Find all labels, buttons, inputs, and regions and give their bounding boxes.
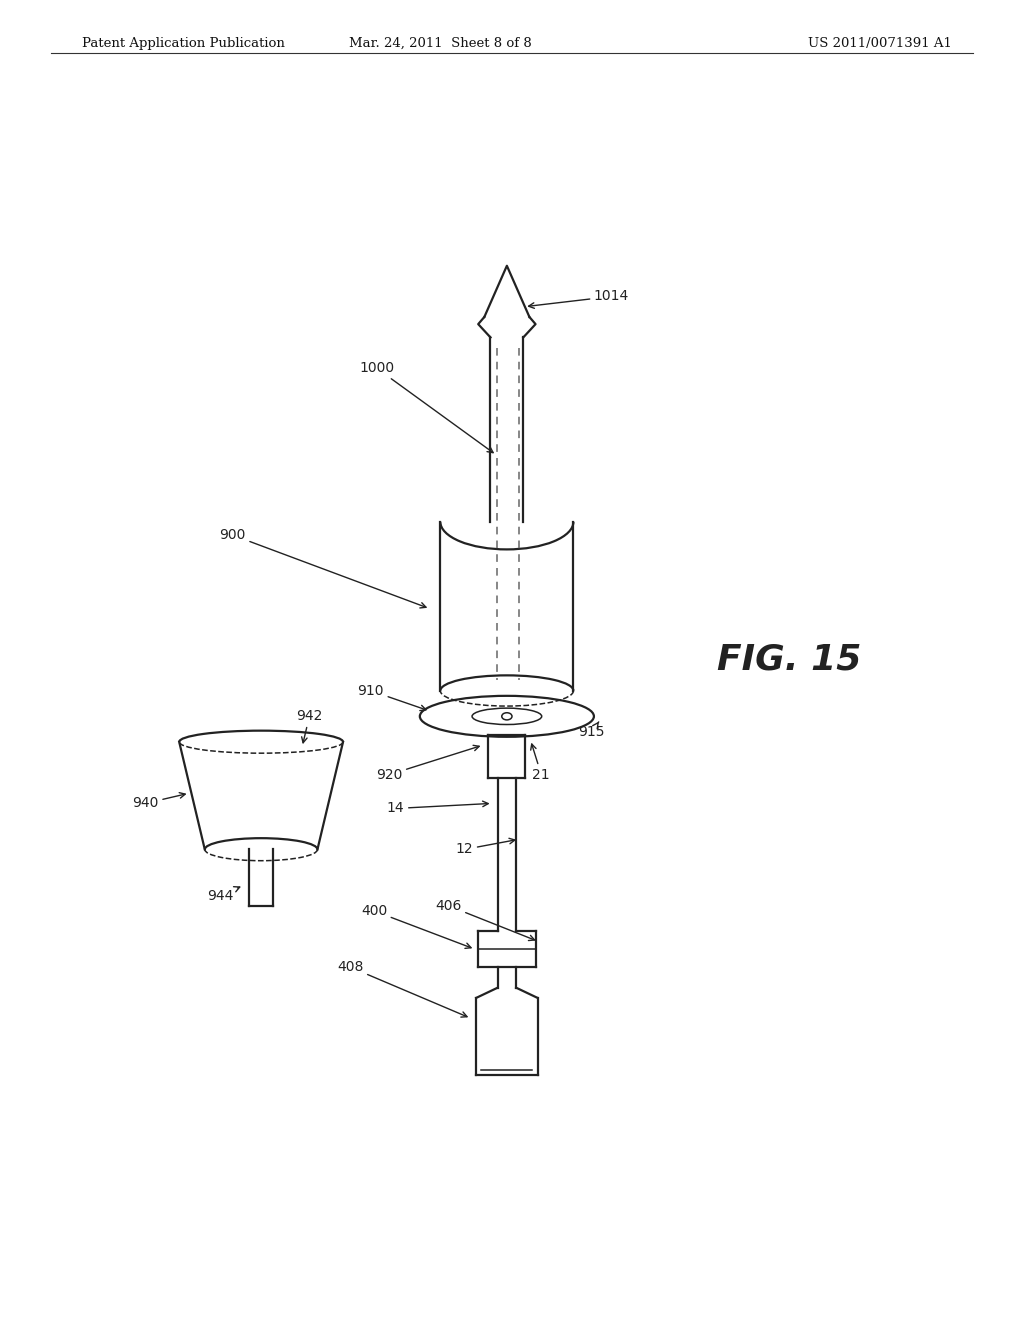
Text: 12: 12 [456, 838, 515, 857]
Text: Patent Application Publication: Patent Application Publication [82, 37, 285, 50]
Text: FIG. 15: FIG. 15 [717, 643, 861, 677]
Text: 1000: 1000 [359, 362, 494, 453]
Text: 915: 915 [579, 722, 605, 739]
Text: 406: 406 [435, 899, 535, 941]
Text: 408: 408 [337, 960, 467, 1018]
Text: 14: 14 [387, 801, 488, 816]
Text: 940: 940 [132, 792, 185, 810]
Text: US 2011/0071391 A1: US 2011/0071391 A1 [808, 37, 952, 50]
Text: 944: 944 [207, 887, 240, 903]
Text: 900: 900 [219, 528, 426, 609]
Text: 910: 910 [357, 684, 426, 710]
Text: Mar. 24, 2011  Sheet 8 of 8: Mar. 24, 2011 Sheet 8 of 8 [349, 37, 531, 50]
Text: 21: 21 [530, 744, 550, 781]
Text: 1014: 1014 [528, 289, 629, 309]
Text: 400: 400 [360, 904, 471, 948]
Text: 942: 942 [296, 709, 323, 743]
Text: 920: 920 [376, 746, 479, 781]
